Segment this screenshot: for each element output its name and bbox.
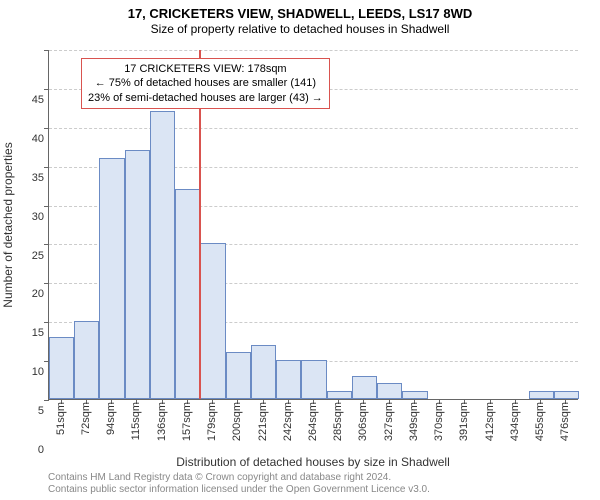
x-tick-label: 157sqm [181, 402, 193, 441]
histogram-bar [251, 345, 276, 399]
x-tick-label: 434sqm [509, 402, 521, 441]
y-tick-label: 40 [4, 133, 44, 145]
x-tick-label: 455sqm [534, 402, 546, 441]
x-tick-label: 242sqm [282, 402, 294, 441]
x-tick-label: 370sqm [433, 402, 445, 441]
x-tick-label: 221sqm [257, 402, 269, 441]
x-tick-label: 412sqm [484, 402, 496, 441]
callout-box: 17 CRICKETERS VIEW: 178sqm← 75% of detac… [81, 58, 330, 109]
x-tick-label: 349sqm [408, 402, 420, 441]
x-tick-label: 51sqm [55, 402, 67, 435]
y-tick-label: 25 [4, 250, 44, 262]
page-title: 17, CRICKETERS VIEW, SHADWELL, LEEDS, LS… [0, 6, 600, 22]
y-tick-label: 0 [4, 444, 44, 456]
histogram-bar [49, 337, 74, 399]
histogram-bar [554, 391, 579, 399]
histogram-bar [125, 150, 150, 399]
histogram-bar [352, 376, 377, 399]
histogram-chart: 17 CRICKETERS VIEW: 178sqm← 75% of detac… [48, 50, 578, 400]
footer-attribution: Contains HM Land Registry data © Crown c… [48, 472, 430, 496]
x-tick-label: 327sqm [383, 402, 395, 441]
y-tick-label: 20 [4, 288, 44, 300]
callout-line: ← 75% of detached houses are smaller (14… [88, 76, 323, 90]
x-tick-label: 306sqm [357, 402, 369, 441]
histogram-bar [200, 243, 225, 399]
y-tick-label: 45 [4, 94, 44, 106]
histogram-bar [150, 111, 175, 399]
y-tick-label: 10 [4, 366, 44, 378]
histogram-bar [377, 383, 402, 399]
x-tick-label: 115sqm [130, 402, 142, 440]
x-tick-label: 264sqm [307, 402, 319, 441]
x-tick-label: 285sqm [332, 402, 344, 441]
x-tick-label: 200sqm [231, 402, 243, 441]
x-tick-label: 72sqm [80, 402, 92, 435]
y-tick-label: 15 [4, 327, 44, 339]
y-axis-label: Number of detached properties [1, 142, 15, 307]
x-tick-label: 391sqm [458, 402, 470, 441]
histogram-bar [301, 360, 326, 399]
x-tick-label: 94sqm [105, 402, 117, 435]
histogram-bar [402, 391, 427, 399]
histogram-bar [99, 158, 124, 399]
histogram-bar [175, 189, 200, 399]
histogram-bar [226, 352, 251, 399]
x-tick-label: 476sqm [559, 402, 571, 441]
histogram-bar [529, 391, 554, 399]
callout-line: 23% of semi-detached houses are larger (… [88, 91, 323, 105]
y-tick-label: 35 [4, 172, 44, 184]
x-tick-label: 179sqm [206, 402, 218, 441]
histogram-bar [74, 321, 99, 399]
histogram-bar [327, 391, 352, 399]
x-tick-label: 136sqm [156, 402, 168, 441]
page-subtitle: Size of property relative to detached ho… [0, 22, 600, 37]
callout-line: 17 CRICKETERS VIEW: 178sqm [88, 62, 323, 76]
x-axis-label: Distribution of detached houses by size … [48, 455, 578, 469]
histogram-bar [276, 360, 301, 399]
footer-line: Contains public sector information licen… [48, 484, 430, 496]
footer-line: Contains HM Land Registry data © Crown c… [48, 472, 430, 484]
y-tick-label: 30 [4, 211, 44, 223]
y-tick-label: 5 [4, 405, 44, 417]
